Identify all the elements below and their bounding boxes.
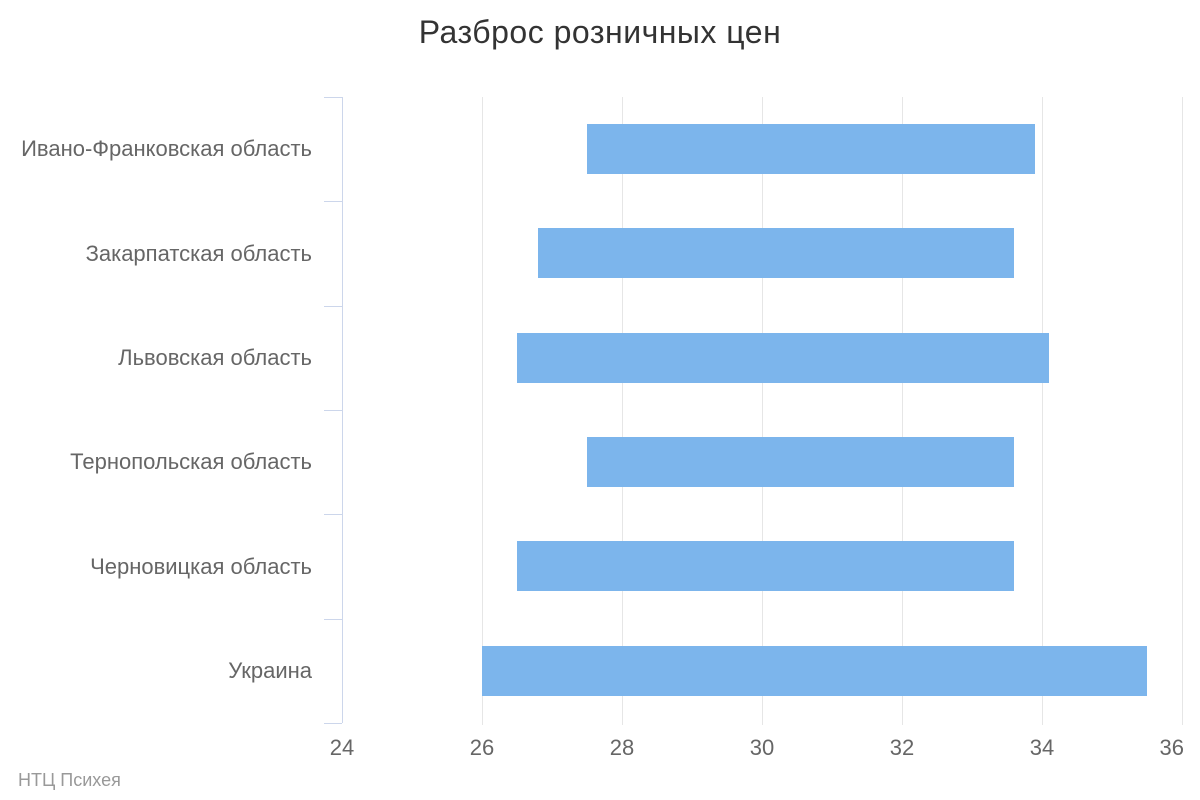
y-axis-tick <box>324 410 342 411</box>
range-bar[interactable] <box>482 646 1147 696</box>
category-label: Черновицкая область <box>90 553 312 579</box>
range-bar[interactable] <box>538 228 1014 278</box>
gridline <box>1042 97 1043 725</box>
range-bar[interactable] <box>587 124 1035 174</box>
category-label: Украина <box>228 657 312 683</box>
x-axis-tick-label: 28 <box>609 735 635 760</box>
chart-title: Разброс розничных цен <box>418 14 782 50</box>
y-axis-tick <box>324 97 342 98</box>
x-axis-tick-label: 26 <box>469 735 495 760</box>
y-axis-tick <box>324 619 342 620</box>
category-label: Ивано-Франковская область <box>21 136 312 162</box>
credits-label[interactable]: НТЦ Психея <box>18 770 121 790</box>
x-axis-tick-label: 30 <box>749 735 775 760</box>
category-label: Львовская область <box>118 344 312 370</box>
y-axis-tick <box>324 201 342 202</box>
y-axis-line <box>342 97 343 723</box>
y-axis-tick <box>324 514 342 515</box>
gridline <box>762 97 763 725</box>
category-label: Закарпатская область <box>85 240 312 266</box>
category-label: Тернопольская область <box>70 449 312 475</box>
gridline <box>1182 97 1183 725</box>
x-axis-tick-label: 32 <box>889 735 915 760</box>
x-axis-tick-label: 36 <box>1159 735 1184 760</box>
range-bar[interactable] <box>587 437 1014 487</box>
y-axis-tick <box>324 723 342 724</box>
y-axis-tick <box>324 306 342 307</box>
range-bar[interactable] <box>517 541 1014 591</box>
x-axis-tick-label: 34 <box>1029 735 1055 760</box>
gridline <box>482 97 483 725</box>
x-axis-tick-label: 24 <box>329 735 355 760</box>
range-bar[interactable] <box>517 333 1049 383</box>
gridline <box>622 97 623 725</box>
gridline <box>902 97 903 725</box>
